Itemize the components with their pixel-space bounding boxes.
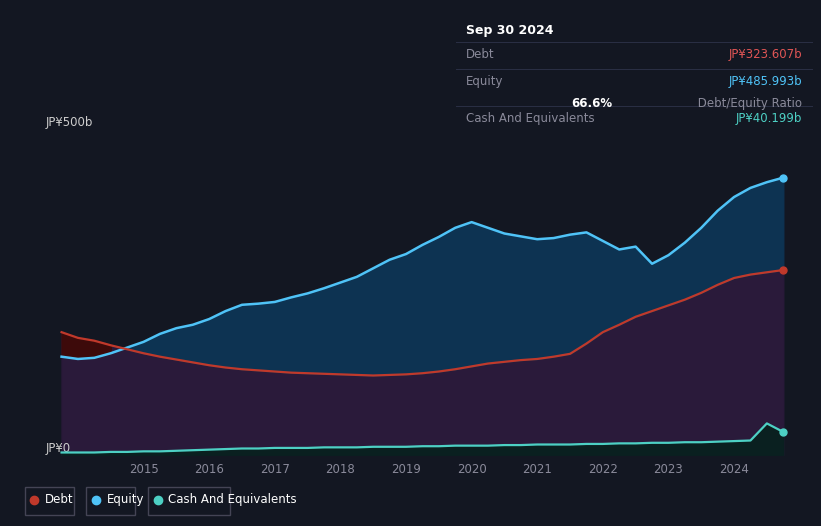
Bar xyxy=(86,487,135,515)
Text: JP¥500b: JP¥500b xyxy=(45,116,93,129)
Text: 66.6%: 66.6% xyxy=(571,97,612,110)
Text: JP¥485.993b: JP¥485.993b xyxy=(728,75,802,88)
Text: Debt: Debt xyxy=(466,48,495,61)
Text: JP¥0: JP¥0 xyxy=(45,441,71,454)
Text: JP¥40.199b: JP¥40.199b xyxy=(736,112,802,125)
Text: Cash And Equivalents: Cash And Equivalents xyxy=(168,493,297,506)
Text: Equity: Equity xyxy=(107,493,144,506)
Text: Debt/Equity Ratio: Debt/Equity Ratio xyxy=(694,97,802,110)
Text: Cash And Equivalents: Cash And Equivalents xyxy=(466,112,595,125)
Bar xyxy=(25,487,74,515)
Text: Debt: Debt xyxy=(45,493,74,506)
Text: Sep 30 2024: Sep 30 2024 xyxy=(466,24,554,37)
Text: JP¥323.607b: JP¥323.607b xyxy=(728,48,802,61)
Text: Equity: Equity xyxy=(466,75,504,88)
